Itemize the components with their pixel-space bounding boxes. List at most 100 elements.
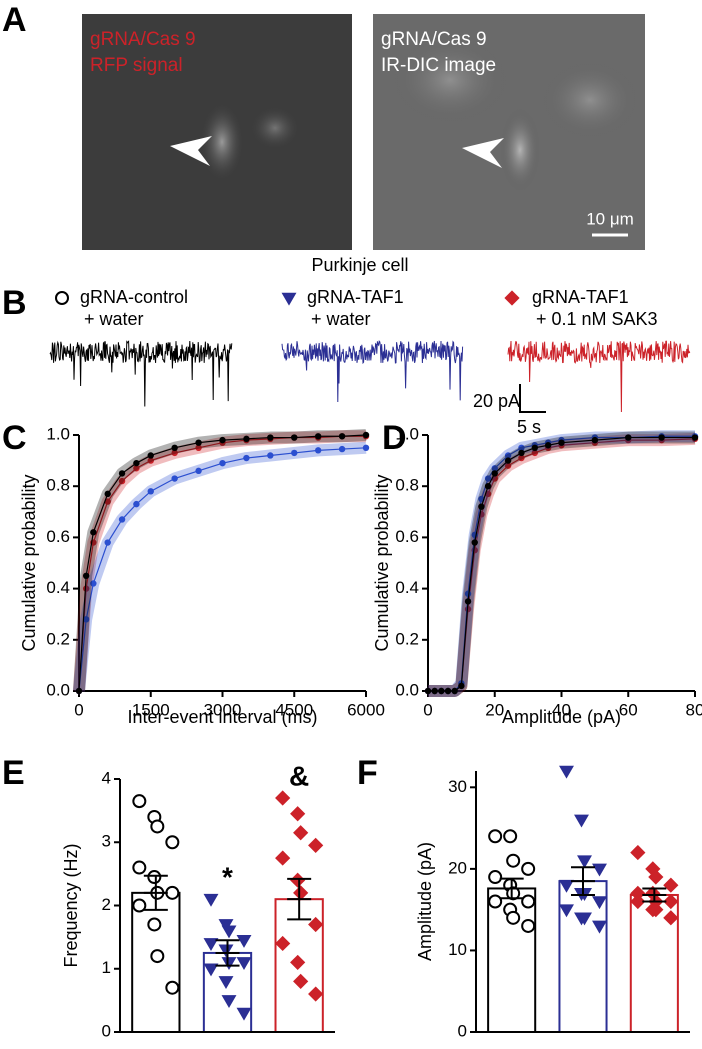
y-tick-label: 1.0 [395,424,419,443]
point [133,465,140,472]
marker [165,885,180,900]
marker [521,918,536,933]
marker [308,986,324,1002]
y-tick-label: 1.0 [46,424,70,443]
y-axis-label: Frequency (Hz) [61,843,81,967]
y-tick-label: 0.4 [395,578,419,597]
trace [49,340,233,407]
y-tick-label: 20 [448,858,467,877]
y-tick-label: 3 [102,832,111,851]
legend-label: + water [311,309,371,329]
marker [290,954,306,971]
scale-label: 5 s [517,417,541,437]
point [431,687,438,695]
legend-label: + 0.1 nM SAK3 [536,309,658,329]
marker [150,949,165,964]
y-axis-label: Cumulative probability [372,474,392,651]
point [484,483,492,490]
marker [165,980,180,995]
marker [521,894,536,909]
marker [147,870,162,885]
marker [275,790,291,806]
marker [236,1007,252,1021]
point [444,687,452,695]
marker [592,896,607,910]
point [591,436,599,444]
marker [132,898,147,913]
point [504,457,512,464]
panel-label: F [357,754,378,792]
point [471,539,478,546]
scale-label: 20 pA [473,391,520,411]
point [691,434,699,441]
point [171,475,178,482]
marker [132,794,147,809]
arrowhead [170,136,212,166]
point [147,452,154,459]
point [531,444,538,451]
point [464,598,472,605]
marker [293,885,309,901]
image-label: RFP signal [90,55,183,76]
point [338,445,346,453]
point [484,475,492,482]
marker [506,886,521,901]
line [78,435,366,692]
x-axis-label: Amplitude (pA) [502,707,621,727]
image-label: gRNA/Cas 9 [381,29,487,50]
cell [500,108,540,192]
y-tick-label: 0.0 [395,680,419,699]
point [504,452,512,459]
point [90,529,97,536]
scale-bar [519,384,546,413]
point [118,477,126,485]
point [243,454,250,462]
point [195,439,202,446]
cell [250,106,300,150]
point [104,490,111,498]
marker [592,920,607,934]
point [171,444,178,451]
marker [648,902,664,918]
marker [308,916,324,933]
marker [281,292,297,306]
x-tick-label: 40 [552,700,571,719]
x-tick-label: 1500 [132,700,170,719]
marker [290,806,306,822]
marker [55,291,69,305]
marker [504,290,520,306]
marker [648,869,664,885]
point [104,539,111,546]
trace [507,340,691,413]
x-tick-label: 20 [485,700,504,719]
y-tick-label: 30 [448,777,467,796]
panel-label: E [2,754,25,792]
point [362,444,370,451]
x-tick-label: 3000 [204,700,242,719]
y-tick-label: 2 [102,895,111,914]
marker [221,957,237,971]
point [104,498,111,505]
marker [275,935,291,952]
marker [165,835,180,850]
marker [203,893,219,907]
point [90,580,97,587]
y-tick-label: 0.2 [46,629,70,648]
marker [293,825,309,841]
point [518,454,525,462]
point [171,449,178,457]
point [219,436,226,444]
marker [506,853,521,868]
y-tick-label: 4 [102,768,111,787]
point [219,459,226,467]
marker [592,863,607,877]
y-tick-label: 1 [102,958,111,977]
panel-label: C [2,419,27,457]
point [314,433,322,440]
x-tick-label: 0 [74,700,83,719]
y-tick-label: 0.6 [46,527,70,546]
y-axis-label: Amplitude (pA) [415,842,435,961]
y-tick-label: 0.8 [46,476,70,495]
marker [221,925,237,939]
